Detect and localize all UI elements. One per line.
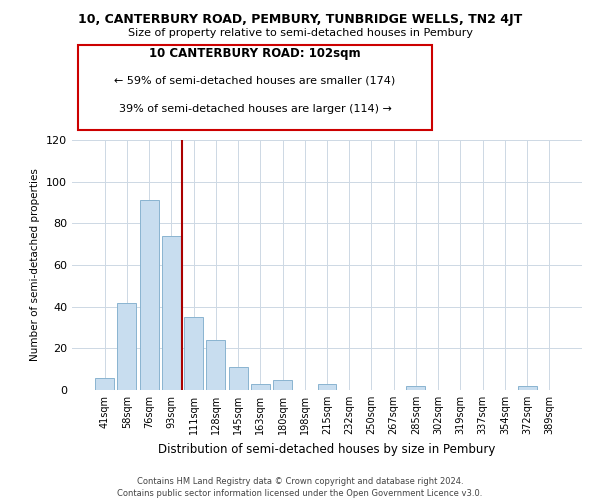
- Y-axis label: Number of semi-detached properties: Number of semi-detached properties: [31, 168, 40, 362]
- Bar: [518, 386, 536, 390]
- Bar: [118, 302, 136, 390]
- Text: Contains HM Land Registry data © Crown copyright and database right 2024.: Contains HM Land Registry data © Crown c…: [137, 478, 463, 486]
- Bar: [95, 378, 114, 390]
- Text: Contains public sector information licensed under the Open Government Licence v3: Contains public sector information licen…: [118, 489, 482, 498]
- Bar: [162, 236, 181, 390]
- Bar: [206, 340, 225, 390]
- Bar: [229, 367, 248, 390]
- Text: 39% of semi-detached houses are larger (114) →: 39% of semi-detached houses are larger (…: [119, 104, 391, 114]
- Bar: [251, 384, 270, 390]
- X-axis label: Distribution of semi-detached houses by size in Pembury: Distribution of semi-detached houses by …: [158, 442, 496, 456]
- Bar: [184, 317, 203, 390]
- Text: 10, CANTERBURY ROAD, PEMBURY, TUNBRIDGE WELLS, TN2 4JT: 10, CANTERBURY ROAD, PEMBURY, TUNBRIDGE …: [78, 12, 522, 26]
- Text: 10 CANTERBURY ROAD: 102sqm: 10 CANTERBURY ROAD: 102sqm: [149, 48, 361, 60]
- Text: ← 59% of semi-detached houses are smaller (174): ← 59% of semi-detached houses are smalle…: [115, 76, 395, 86]
- Bar: [273, 380, 292, 390]
- Bar: [140, 200, 158, 390]
- Bar: [317, 384, 337, 390]
- Text: Size of property relative to semi-detached houses in Pembury: Size of property relative to semi-detach…: [128, 28, 473, 38]
- Bar: [406, 386, 425, 390]
